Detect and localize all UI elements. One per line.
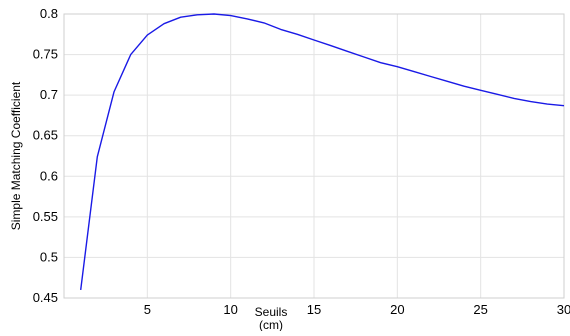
x-tick-label: 25 bbox=[473, 302, 487, 317]
x-tick-label: 5 bbox=[144, 302, 151, 317]
x-tick-label: 10 bbox=[223, 302, 237, 317]
x-tick-label: 30 bbox=[557, 302, 570, 317]
x-tick-label: 20 bbox=[390, 302, 404, 317]
y-tick-label: 0.6 bbox=[40, 168, 58, 183]
y-axis-ticks: 0.45 0.5 0.55 0.6 0.65 0.7 0.75 0.8 bbox=[33, 6, 58, 305]
x-axis-label-line1: Seuils bbox=[255, 305, 288, 319]
y-tick-label: 0.5 bbox=[40, 249, 58, 264]
plot-frame bbox=[63, 13, 565, 299]
series-layer bbox=[80, 13, 565, 290]
grid bbox=[64, 13, 565, 299]
y-axis-label: Simple Matching Coefficient bbox=[9, 81, 23, 230]
y-tick-label: 0.65 bbox=[33, 128, 58, 143]
x-axis-ticks: 5 10 15 20 25 30 bbox=[144, 302, 570, 317]
y-tick-label: 0.7 bbox=[40, 87, 58, 102]
y-tick-label: 0.75 bbox=[33, 47, 58, 62]
y-tick-label: 0.55 bbox=[33, 209, 58, 224]
x-tick-label: 15 bbox=[307, 302, 321, 317]
y-tick-label: 0.45 bbox=[33, 290, 58, 305]
series-line bbox=[80, 13, 565, 290]
x-axis-label-line2: (cm) bbox=[259, 318, 283, 331]
y-tick-label: 0.8 bbox=[40, 6, 58, 21]
plot-border bbox=[63, 13, 565, 299]
